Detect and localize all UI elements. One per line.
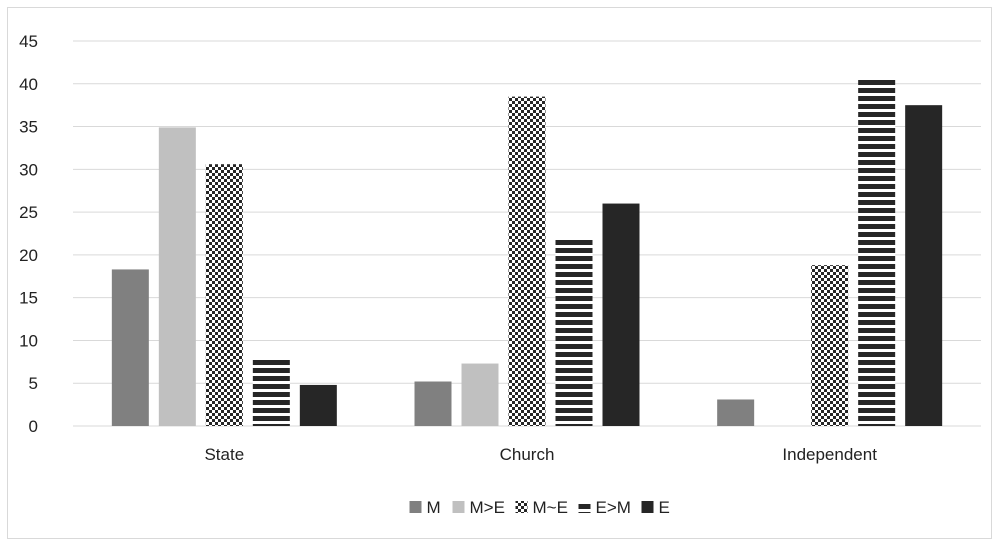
legend-swatch <box>578 501 591 513</box>
bar-M>E-State <box>158 127 196 427</box>
y-tick-label: 5 <box>29 374 38 393</box>
legend: M M>E M~E E>M E <box>409 498 670 517</box>
y-tick-label: 0 <box>29 417 38 436</box>
bar-E-Church <box>602 203 640 426</box>
legend-label: M <box>427 498 441 517</box>
legend-swatch <box>515 501 528 513</box>
x-tick-label: Independent <box>782 445 877 464</box>
y-tick-label: 45 <box>19 32 38 51</box>
bar-M-State <box>111 269 149 426</box>
legend-item-E: E <box>641 498 670 517</box>
legend-item-M: M <box>409 498 441 517</box>
y-tick-label: 35 <box>19 118 38 137</box>
bar-E>M-Independent <box>858 78 896 427</box>
bar-M~E-Church <box>508 96 546 426</box>
bar-E-State <box>299 384 337 426</box>
legend-item-E>M: E>M <box>578 498 631 517</box>
y-tick-label: 20 <box>19 246 38 265</box>
y-tick-label: 30 <box>19 160 38 179</box>
y-axis-tick-labels: 0 5 10 15 20 25 30 35 40 45 <box>19 32 38 436</box>
bar-M~E-Independent <box>811 265 849 426</box>
y-tick-label: 25 <box>19 203 38 222</box>
chart-frame: 0 5 10 15 20 25 30 35 40 45 State Church Independen… <box>7 7 992 539</box>
y-tick-label: 40 <box>19 75 38 94</box>
bar-M>E-Church <box>461 363 499 426</box>
legend-label: E <box>659 498 670 517</box>
x-tick-label: State <box>204 445 244 464</box>
bar-E-Independent <box>905 105 943 427</box>
bars <box>111 78 943 427</box>
bar-E>M-Church <box>555 237 593 426</box>
legend-swatch <box>409 501 422 513</box>
bar-M-Church <box>414 381 452 426</box>
legend-item-M~E: M~E <box>515 498 568 517</box>
y-tick-label: 10 <box>19 331 38 350</box>
legend-swatch <box>641 501 654 513</box>
legend-item-M>E: M>E <box>452 498 505 517</box>
legend-swatch <box>452 501 465 513</box>
legend-label: E>M <box>596 498 631 517</box>
bar-chart: 0 5 10 15 20 25 30 35 40 45 State Church Independen… <box>19 32 981 517</box>
bar-E>M-State <box>252 359 290 426</box>
bar-M~E-State <box>205 164 243 426</box>
bar-M-Independent <box>717 399 755 426</box>
x-axis-tick-labels: State Church Independent <box>204 445 877 464</box>
x-tick-label: Church <box>500 445 555 464</box>
legend-label: M~E <box>533 498 568 517</box>
legend-label: M>E <box>470 498 505 517</box>
y-tick-label: 15 <box>19 289 38 308</box>
